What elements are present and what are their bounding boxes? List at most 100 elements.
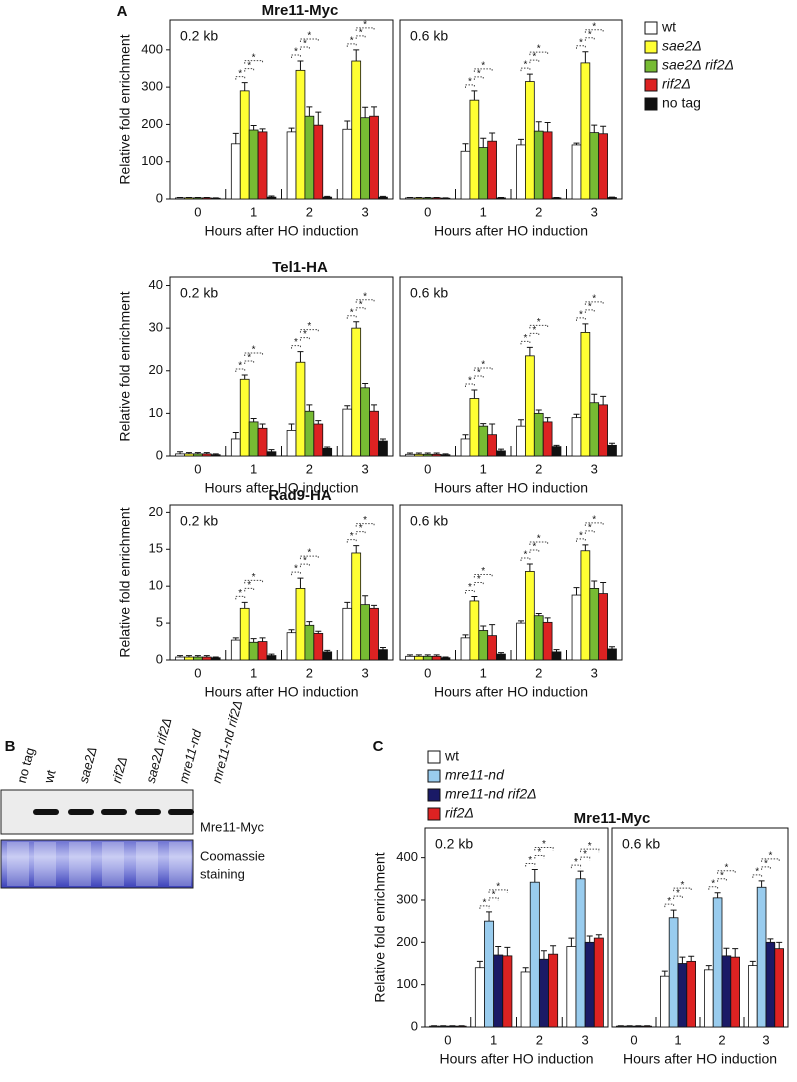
subplot-label: 0.6 kb [622,836,660,852]
y-tick-label: 0 [411,1018,418,1033]
significance-mark: * [523,333,527,344]
error-bar [471,91,477,100]
error-bar [306,622,312,626]
error-bar [591,581,597,588]
chart-title: Mre11-Myc [574,810,651,827]
legend-swatch [645,60,657,72]
significance-mark: * [667,896,671,907]
significance-mark: * [724,862,728,873]
error-bar [344,121,350,129]
bar [249,422,258,456]
error-bar [582,324,588,333]
significance-mark: * [720,870,724,881]
blot-band [168,809,194,815]
error-bar [545,123,551,132]
y-tick-label: 30 [149,320,163,335]
bar [581,551,590,660]
bar [461,439,470,456]
bar [731,957,740,1027]
x-tick-label: 1 [480,665,487,680]
bar [488,435,497,456]
y-tick-label: 300 [396,891,418,906]
bar [240,608,249,660]
y-tick-label: 400 [396,849,418,864]
significance-mark: * [238,361,242,372]
lane-label: wt [40,768,58,786]
significance-mark: * [755,867,759,878]
bar [343,129,352,199]
error-bar [471,390,477,399]
x-tick-label: 3 [362,461,369,476]
error-bar [688,956,694,961]
error-bar [573,414,579,417]
error-bar [306,405,312,411]
significance-mark: * [537,847,541,858]
legend-label: sae2Δ rif2Δ [662,57,734,73]
bar [448,1026,457,1027]
significance-mark: * [307,31,311,42]
subplot-label: 0.6 kb [410,285,448,301]
x-tick-label: 1 [674,1032,681,1047]
bar [414,198,423,199]
y-tick-label: 0 [156,447,163,462]
legend-swatch [645,22,657,34]
gel-lane [7,842,29,886]
significance-mark: * [532,325,536,336]
bar [184,454,193,456]
bar [497,198,506,199]
bar [525,82,534,199]
bar [202,657,211,660]
panel-label: C [373,738,384,755]
bar [379,441,388,456]
bar [497,451,506,456]
error-bar [600,126,606,133]
gel-lane [69,842,91,886]
bar [572,145,581,199]
significance-mark: * [528,855,532,866]
bar [457,1026,466,1027]
bar [305,411,314,456]
significance-mark: * [238,68,242,79]
western-blot [1,790,193,834]
error-bar [344,602,350,608]
bar [323,197,332,199]
error-bar [242,83,248,91]
bar [249,130,258,199]
significance-mark: * [592,294,596,305]
error-bar [462,635,468,638]
significance-mark: * [542,839,546,850]
error-bar [344,406,350,409]
error-bar [480,138,486,147]
bar [323,652,332,660]
error-bar [462,435,468,439]
significance-mark: * [537,534,541,545]
error-bar [233,133,239,143]
significance-mark: * [492,889,496,900]
error-bar [679,957,685,963]
bar [287,633,296,660]
bar [361,605,370,660]
error-bar [297,61,303,70]
bar [184,657,193,660]
bar [267,656,276,660]
x-axis-label: Hours after HO induction [434,480,588,496]
error-bar [600,583,606,594]
x-axis-label: Hours after HO induction [623,1051,777,1067]
x-tick-label: 1 [250,204,257,219]
chart-title: Rad9-HA [268,487,332,504]
y-tick-label: 10 [149,405,163,420]
bar [757,887,766,1027]
significance-mark: * [252,345,256,356]
lane-label: rif2Δ [109,755,130,785]
error-bar [706,966,712,970]
gel-lane [34,842,56,886]
y-tick-label: 10 [149,578,163,593]
bar [423,454,432,456]
y-tick-label: 40 [149,277,163,292]
error-bar [353,546,359,553]
bar [193,454,202,456]
error-bar [362,384,368,388]
error-bar [582,52,588,63]
bar [534,131,543,199]
error-bar [750,961,756,965]
